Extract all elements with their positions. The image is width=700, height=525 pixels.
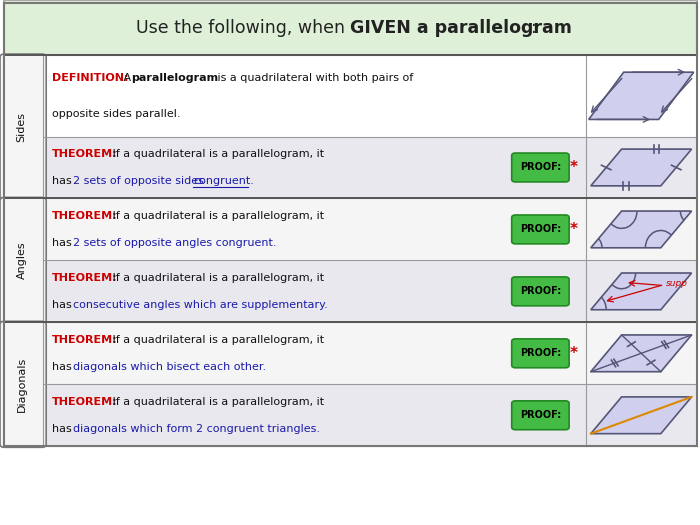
- Text: 2 sets of opposite angles congruent.: 2 sets of opposite angles congruent.: [73, 238, 276, 248]
- Polygon shape: [591, 273, 692, 310]
- Bar: [43, 260, 696, 322]
- Text: THEOREM:: THEOREM:: [52, 273, 118, 283]
- Text: parallelogram: parallelogram: [131, 73, 218, 83]
- Text: THEOREM:: THEOREM:: [52, 397, 118, 407]
- Text: congruent.: congruent.: [193, 176, 254, 186]
- Text: :: :: [531, 18, 536, 37]
- Text: THEOREM:: THEOREM:: [52, 149, 118, 159]
- Text: Diagonals: Diagonals: [17, 356, 27, 412]
- FancyBboxPatch shape: [0, 321, 46, 447]
- Text: PROOF:: PROOF:: [520, 348, 561, 359]
- Text: A: A: [120, 73, 135, 83]
- Text: If a quadrilateral is a parallelogram, it: If a quadrilateral is a parallelogram, i…: [109, 211, 324, 221]
- Text: PROOF:: PROOF:: [520, 224, 561, 235]
- Text: PROOF:: PROOF:: [520, 162, 561, 173]
- Text: Angles: Angles: [17, 242, 27, 279]
- Text: diagonals which form 2 congruent triangles.: diagonals which form 2 congruent triangl…: [73, 424, 320, 434]
- Text: consecutive angles which are supplementary.: consecutive angles which are supplementa…: [73, 300, 328, 310]
- FancyBboxPatch shape: [0, 197, 46, 323]
- FancyBboxPatch shape: [512, 215, 569, 244]
- FancyBboxPatch shape: [512, 339, 569, 368]
- Text: *: *: [570, 346, 578, 361]
- Text: diagonals which bisect each other.: diagonals which bisect each other.: [73, 362, 266, 372]
- Text: is a quadrilateral with both pairs of: is a quadrilateral with both pairs of: [214, 73, 414, 83]
- Text: If a quadrilateral is a parallelogram, it: If a quadrilateral is a parallelogram, i…: [109, 273, 324, 283]
- Text: *: *: [570, 222, 578, 237]
- Text: PROOF:: PROOF:: [520, 410, 561, 421]
- Polygon shape: [591, 397, 692, 434]
- Bar: [43, 136, 696, 198]
- Text: PROOF:: PROOF:: [520, 286, 561, 297]
- Text: has: has: [52, 424, 75, 434]
- Polygon shape: [589, 72, 694, 120]
- Bar: [4, 0, 696, 55]
- Text: DEFINITION:: DEFINITION:: [52, 73, 128, 83]
- Text: has: has: [52, 238, 75, 248]
- Bar: [4, 3, 696, 446]
- Text: If a quadrilateral is a parallelogram, it: If a quadrilateral is a parallelogram, i…: [109, 397, 324, 407]
- FancyBboxPatch shape: [512, 277, 569, 306]
- Text: If a quadrilateral is a parallelogram, it: If a quadrilateral is a parallelogram, i…: [109, 335, 324, 345]
- Text: THEOREM:: THEOREM:: [52, 211, 118, 221]
- Polygon shape: [591, 211, 692, 248]
- Bar: [43, 55, 696, 136]
- FancyBboxPatch shape: [512, 153, 569, 182]
- Text: supp: supp: [666, 279, 687, 288]
- Text: Use the following, when: Use the following, when: [136, 18, 350, 37]
- Polygon shape: [591, 149, 692, 186]
- Bar: [43, 198, 696, 260]
- Text: THEOREM:: THEOREM:: [52, 335, 118, 345]
- Text: *: *: [570, 160, 578, 175]
- Text: GIVEN a parallelogram: GIVEN a parallelogram: [350, 18, 572, 37]
- Bar: [43, 384, 696, 446]
- Text: has: has: [52, 300, 75, 310]
- Text: 2 sets of opposite sides: 2 sets of opposite sides: [73, 176, 207, 186]
- Text: has: has: [52, 176, 75, 186]
- Text: Sides: Sides: [17, 112, 27, 142]
- Bar: [43, 322, 696, 384]
- Polygon shape: [591, 335, 692, 372]
- FancyBboxPatch shape: [0, 54, 46, 200]
- Text: has: has: [52, 362, 75, 372]
- Text: opposite sides parallel.: opposite sides parallel.: [52, 109, 181, 119]
- Text: If a quadrilateral is a parallelogram, it: If a quadrilateral is a parallelogram, i…: [109, 149, 324, 159]
- FancyBboxPatch shape: [512, 401, 569, 429]
